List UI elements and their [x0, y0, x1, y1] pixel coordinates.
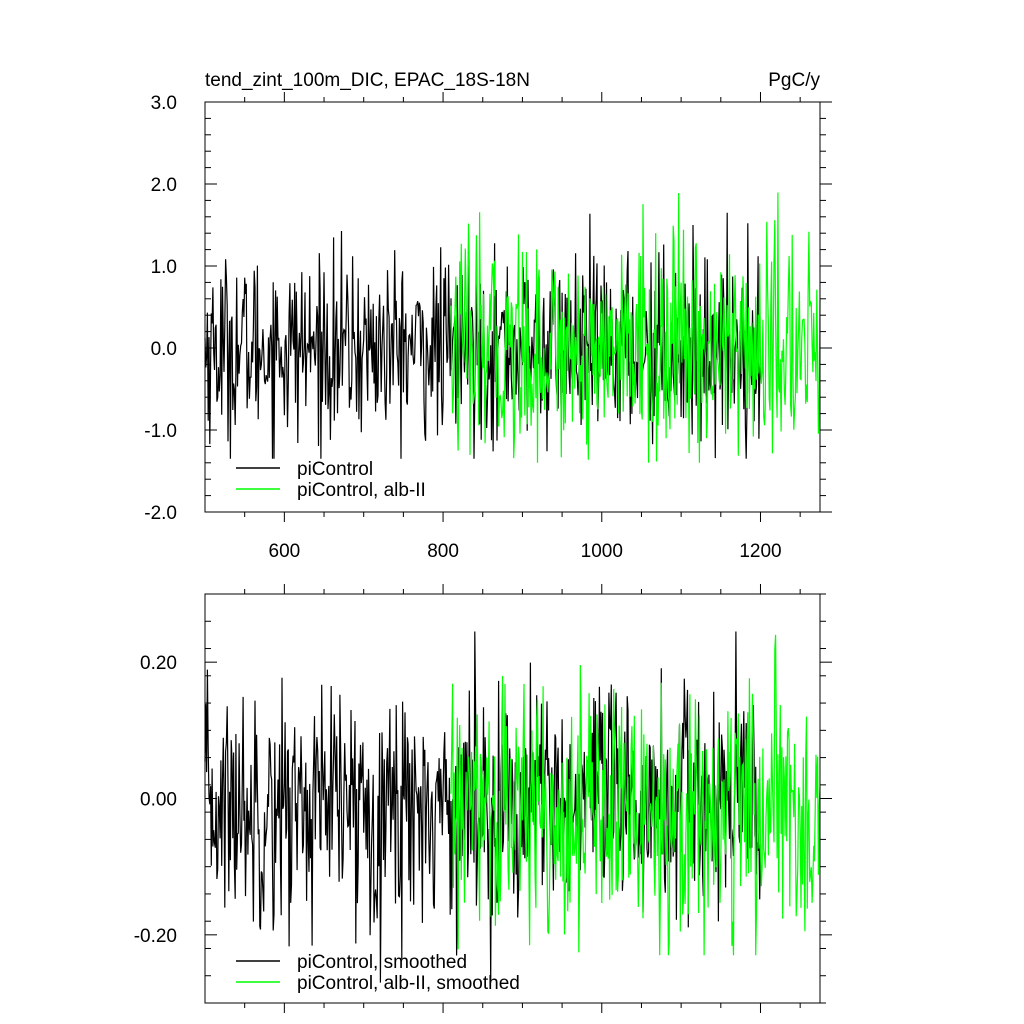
- bottom-legend-label-smoothed: piControl, smoothed: [297, 952, 467, 973]
- bottom-series-layer: [204, 631, 821, 983]
- x-tick-label: 1200: [739, 541, 781, 562]
- top-plot-frame: [204, 101, 821, 513]
- top-legend-label-alb-ii: piControl, alb-II: [297, 480, 426, 501]
- y-tick-label: 0.20: [140, 653, 177, 674]
- y-tick-label: 2.0: [151, 175, 177, 196]
- series-line-1-1: [450, 634, 821, 956]
- bottom-panel: -0.20 0.00 0.20 piControl, smoothed piCont…: [134, 584, 832, 1013]
- y-tick-label: 3.0: [151, 93, 177, 114]
- y-tick-label: 0.0: [151, 339, 177, 360]
- top-panel: 600 800 1000 1200 -2.0 -1.0 0.0 1.0 2.0 3.0 tend_…: [144, 70, 832, 562]
- y-tick-label: 0.00: [140, 790, 177, 811]
- series-line-1-0: [204, 631, 762, 983]
- top-legend: piControl piControl, alb-II: [236, 459, 426, 501]
- series-line-0-1: [450, 192, 821, 463]
- top-legend-label-picontrol: piControl: [297, 459, 373, 480]
- y-tick-label: -1.0: [144, 421, 177, 442]
- top-chart-units: PgC/y: [768, 70, 820, 91]
- top-ticks: 600 800 1000 1200 -2.0 -1.0 0.0 1.0 2.0 3.0: [144, 92, 832, 562]
- top-series-layer: [204, 192, 821, 463]
- y-tick-label: -2.0: [144, 503, 177, 524]
- x-tick-label: 1000: [581, 541, 623, 562]
- y-tick-label: 1.0: [151, 257, 177, 278]
- bottom-ticks: -0.20 0.00 0.20: [134, 584, 832, 1013]
- top-chart-title: tend_zint_100m_DIC, EPAC_18S-18N: [205, 70, 530, 91]
- bottom-legend: piControl, smoothed piControl, alb-II, s…: [236, 952, 520, 994]
- x-tick-label: 600: [269, 541, 301, 562]
- y-tick-label: -0.20: [134, 926, 177, 947]
- bottom-legend-label-alb-ii-smoothed: piControl, alb-II, smoothed: [297, 973, 520, 994]
- x-tick-label: 800: [427, 541, 459, 562]
